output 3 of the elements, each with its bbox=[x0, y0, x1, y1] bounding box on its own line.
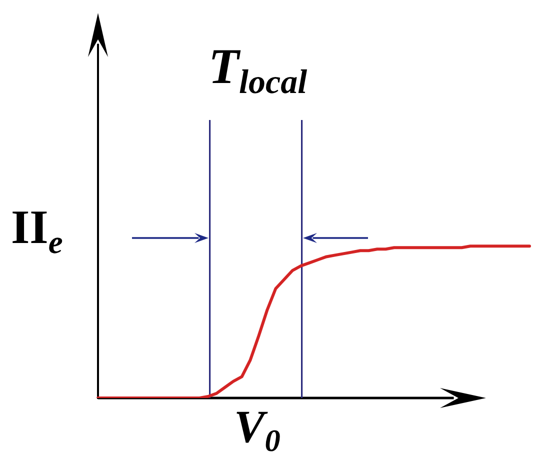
x-axis-title: V$_{0}$ bbox=[234, 401, 280, 458]
text: T$_{local}$ bbox=[208, 38, 308, 102]
y-axis-title: II$_{e}$ bbox=[11, 201, 63, 261]
